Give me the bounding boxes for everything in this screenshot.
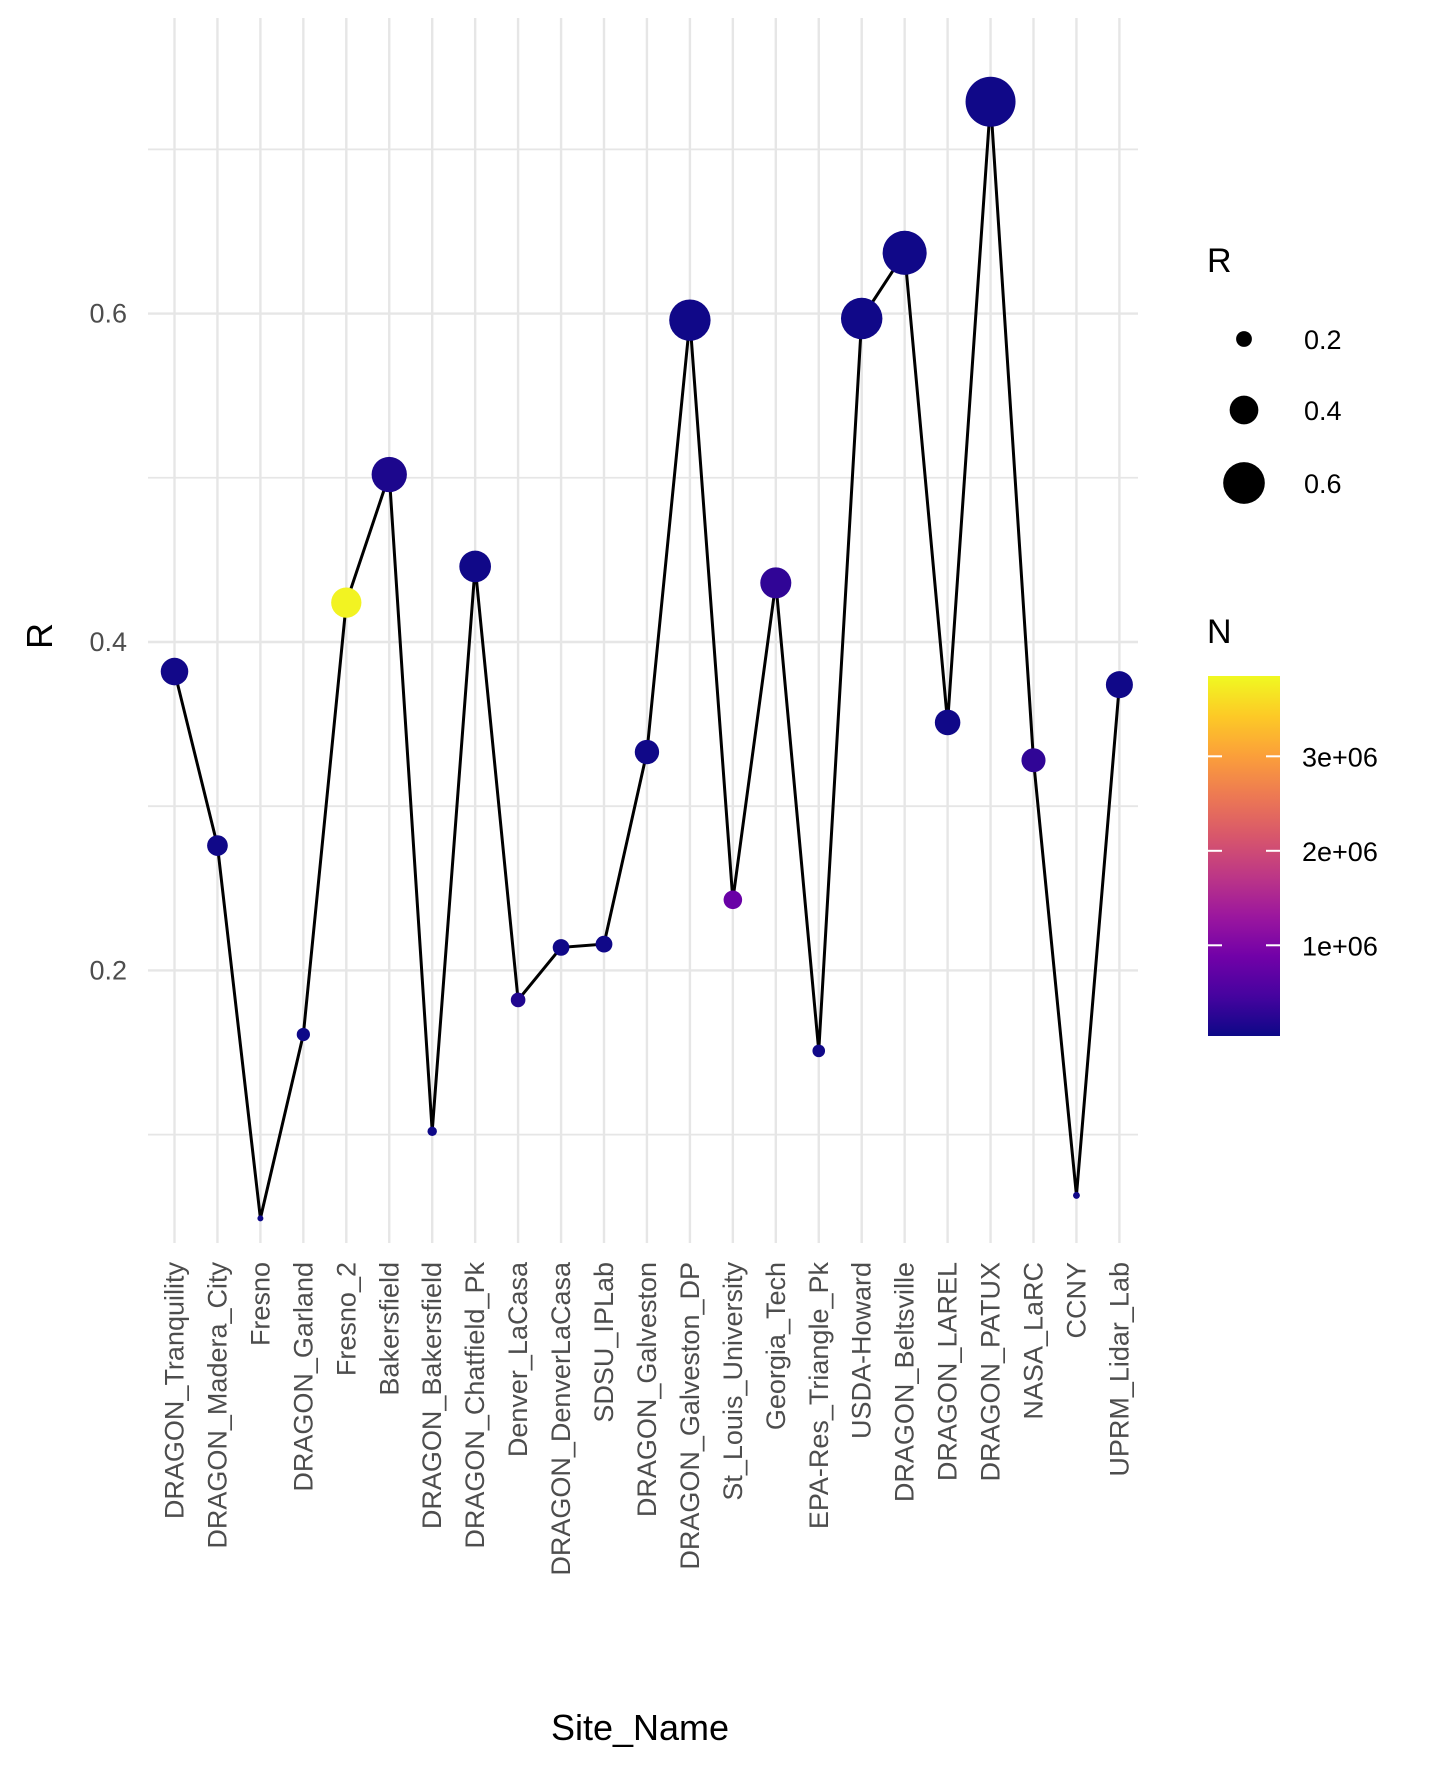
x-tick-label: CCNY [1061, 1262, 1091, 1339]
data-point [552, 939, 570, 956]
x-tick-label: DRAGON_Tranquility [160, 1262, 190, 1520]
x-tick-label: DRAGON_Beltsville [890, 1262, 920, 1502]
data-point [1021, 748, 1046, 773]
data-point [371, 456, 407, 493]
y-axis-title: R [19, 623, 60, 649]
data-point [669, 299, 711, 341]
x-tick-label: DRAGON_LAREL [933, 1262, 963, 1481]
data-point [427, 1126, 437, 1137]
x-tick-label: DRAGON_Chatfield_Pk [460, 1262, 490, 1549]
legend-colorbar [1208, 676, 1280, 1036]
data-point [812, 1044, 826, 1058]
x-tick-label: DRAGON_DenverLaCasa [546, 1261, 576, 1576]
legend-color-title: N [1207, 613, 1232, 651]
legend-color-label: 1e+06 [1302, 931, 1378, 961]
data-point [207, 835, 228, 856]
legend-color-label: 2e+06 [1302, 837, 1378, 867]
x-tick-label: SDSU_IPLab [589, 1262, 619, 1423]
data-point [595, 935, 613, 953]
x-tick-label: St_Louis_University [718, 1262, 748, 1501]
legend-color: N 1e+06 2e+06 3e+06 [1207, 613, 1378, 1036]
x-tick-label: NASA_LaRC [1019, 1262, 1049, 1420]
y-tick-label: 0.6 [89, 299, 127, 329]
data-point [760, 567, 792, 599]
data-point [634, 739, 660, 765]
data-point [296, 1027, 310, 1042]
data-point [331, 587, 362, 618]
data-point [459, 550, 491, 583]
y-tick-label: 0.2 [89, 955, 127, 985]
series-layer [160, 76, 1133, 1222]
grid-lines [148, 18, 1138, 1243]
legend-size-title: R [1207, 242, 1232, 280]
legend-size-key [1229, 395, 1259, 425]
data-point [1072, 1191, 1080, 1199]
data-point [723, 890, 743, 910]
x-tick-label: Denver_LaCasa [503, 1261, 533, 1457]
y-tick-label: 0.4 [89, 627, 127, 657]
data-point [1105, 671, 1133, 699]
x-tick-label: DRAGON_Bakersfield [417, 1262, 447, 1529]
data-point [965, 76, 1016, 127]
x-tick-label: Georgia_Tech [761, 1262, 791, 1430]
x-tick-label: Bakersfield [374, 1262, 404, 1396]
y-axis-ticks: 0.2 0.4 0.6 [89, 299, 127, 986]
x-tick-label: EPA-Res_Triangle_Pk [804, 1262, 834, 1530]
x-tick-label: USDA-Howard [847, 1262, 877, 1439]
legend-color-label: 3e+06 [1302, 742, 1378, 772]
x-tick-label: DRAGON_Madera_City [202, 1262, 232, 1549]
data-point [840, 297, 883, 340]
x-tick-label: Fresno [245, 1262, 275, 1346]
x-tick-label: Fresno_2 [331, 1262, 361, 1376]
x-tick-label: DRAGON_PATUX [976, 1262, 1006, 1482]
legend-size-label: 0.6 [1304, 469, 1342, 499]
legend-size-label: 0.4 [1304, 396, 1342, 426]
data-point [510, 992, 526, 1008]
data-point [934, 709, 961, 736]
data-point [882, 230, 927, 275]
x-tick-label: DRAGON_Garland [288, 1262, 318, 1492]
data-point [160, 657, 189, 686]
x-tick-label: DRAGON_Galveston_DP [675, 1262, 705, 1570]
legend-size-key [1223, 462, 1265, 504]
x-axis-title: Site_Name [551, 1707, 729, 1748]
x-tick-label: DRAGON_Galveston [632, 1262, 662, 1517]
legend-size-label: 0.2 [1304, 325, 1342, 355]
legend-size-key [1236, 331, 1252, 347]
data-point [257, 1215, 264, 1222]
x-axis-ticks: DRAGON_Tranquility DRAGON_Madera_City Fres… [160, 1261, 1135, 1576]
legend-size: R 0.2 0.4 0.6 [1207, 242, 1342, 504]
x-tick-label: UPRM_Lidar_Lab [1104, 1262, 1134, 1477]
